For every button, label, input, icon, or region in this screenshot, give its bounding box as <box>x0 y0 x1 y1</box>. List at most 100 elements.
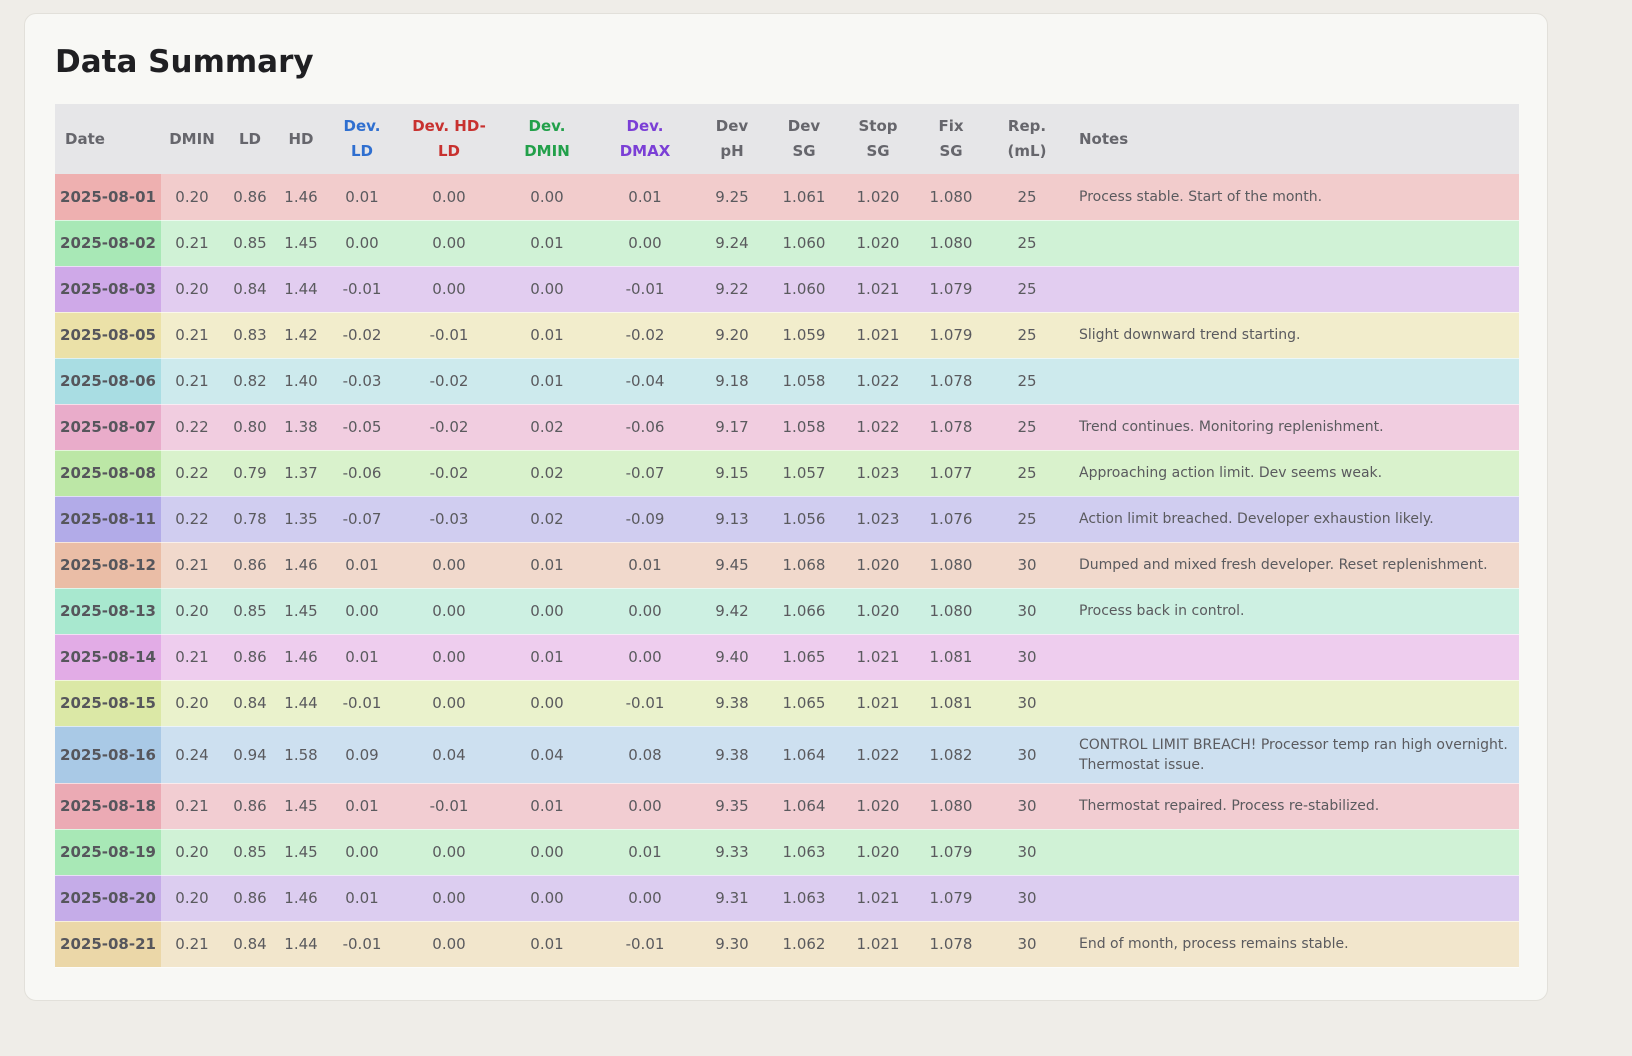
column-header: Rep. (mL) <box>985 104 1069 174</box>
value-cell: 0.04 <box>399 726 499 784</box>
header-line: pH <box>720 142 744 160</box>
table-body: 2025-08-01 0.20 0.86 1.46 0.01 0.00 0.00 0.01 9.… <box>55 174 1519 968</box>
value-cell: 1.068 <box>769 542 839 589</box>
date-cell: 2025-08-15 <box>55 680 161 727</box>
value-cell: 1.46 <box>277 542 325 589</box>
value-cell: 9.17 <box>695 404 769 451</box>
date-cell: 2025-08-18 <box>55 783 161 830</box>
value-cell: 0.04 <box>499 726 595 784</box>
value-cell: 1.077 <box>917 450 985 497</box>
value-cell: -0.06 <box>595 404 695 451</box>
value-cell: 1.056 <box>769 496 839 543</box>
value-cell: 1.020 <box>839 829 917 876</box>
notes-cell: Process back in control. <box>1069 588 1519 635</box>
value-cell: 0.01 <box>499 312 595 359</box>
header-line: LD <box>437 142 460 160</box>
value-cell: 1.45 <box>277 829 325 876</box>
notes-cell: Dumped and mixed fresh developer. Reset … <box>1069 542 1519 589</box>
value-cell: 0.84 <box>223 266 277 313</box>
value-cell: 1.057 <box>769 450 839 497</box>
value-cell: 0.00 <box>499 829 595 876</box>
value-cell: 0.01 <box>595 829 695 876</box>
value-cell: 0.02 <box>499 450 595 497</box>
value-cell: 25 <box>985 358 1069 405</box>
value-cell: 0.20 <box>161 588 223 635</box>
value-cell: 1.38 <box>277 404 325 451</box>
notes-cell: Trend continues. Monitoring replenishmen… <box>1069 404 1519 451</box>
value-cell: 0.21 <box>161 358 223 405</box>
header-line: SG <box>792 142 816 160</box>
value-cell: 0.00 <box>325 220 399 267</box>
value-cell: 0.86 <box>223 875 277 922</box>
value-cell: -0.02 <box>399 450 499 497</box>
value-cell: -0.01 <box>325 680 399 727</box>
value-cell: 0.01 <box>499 220 595 267</box>
value-cell: 1.40 <box>277 358 325 405</box>
value-cell: 0.01 <box>499 358 595 405</box>
value-cell: 1.082 <box>917 726 985 784</box>
value-cell: 1.080 <box>917 542 985 589</box>
value-cell: 0.00 <box>595 783 695 830</box>
value-cell: 9.15 <box>695 450 769 497</box>
value-cell: 0.02 <box>499 404 595 451</box>
value-cell: 0.00 <box>399 680 499 727</box>
value-cell: 0.20 <box>161 174 223 221</box>
value-cell: 1.065 <box>769 680 839 727</box>
value-cell: 0.02 <box>499 496 595 543</box>
value-cell: 1.081 <box>917 634 985 681</box>
value-cell: 25 <box>985 450 1069 497</box>
value-cell: 0.21 <box>161 783 223 830</box>
value-cell: 0.83 <box>223 312 277 359</box>
value-cell: -0.05 <box>325 404 399 451</box>
value-cell: -0.01 <box>399 312 499 359</box>
value-cell: 1.37 <box>277 450 325 497</box>
value-cell: 1.063 <box>769 829 839 876</box>
column-header: Notes <box>1069 104 1519 174</box>
column-header: Dev. HD- LD <box>399 104 499 174</box>
table-row: 2025-08-18 0.21 0.86 1.45 0.01 -0.01 0.01 0.00 9… <box>55 783 1519 830</box>
value-cell: 9.24 <box>695 220 769 267</box>
value-cell: 0.86 <box>223 634 277 681</box>
value-cell: 1.081 <box>917 680 985 727</box>
notes-cell: Thermostat repaired. Process re-stabiliz… <box>1069 783 1519 830</box>
value-cell: 0.00 <box>399 634 499 681</box>
notes-cell <box>1069 266 1519 313</box>
value-cell: 1.021 <box>839 680 917 727</box>
value-cell: 30 <box>985 588 1069 635</box>
value-cell: 1.021 <box>839 266 917 313</box>
notes-cell <box>1069 829 1519 876</box>
title: Data Summary <box>55 44 314 80</box>
value-cell: 0.01 <box>499 634 595 681</box>
value-cell: 1.066 <box>769 588 839 635</box>
value-cell: 1.063 <box>769 875 839 922</box>
table-row: 2025-08-16 0.24 0.94 1.58 0.09 0.04 0.04 0.08 9.… <box>55 726 1519 784</box>
value-cell: 1.078 <box>917 358 985 405</box>
notes-cell: Action limit breached. Developer exhaust… <box>1069 496 1519 543</box>
header-line: Fix <box>938 117 964 135</box>
value-cell: 0.21 <box>161 312 223 359</box>
header-line: (mL) <box>1007 142 1047 160</box>
value-cell: 1.023 <box>839 450 917 497</box>
date-cell: 2025-08-07 <box>55 404 161 451</box>
value-cell: 0.21 <box>161 634 223 681</box>
header-row: Date DMIN LD HD Dev. LD Dev. HD- LD Dev. DMIN Dev.… <box>55 104 1519 174</box>
notes-cell <box>1069 634 1519 681</box>
value-cell: 1.079 <box>917 829 985 876</box>
value-cell: 0.00 <box>595 220 695 267</box>
header-line: SG <box>939 142 963 160</box>
value-cell: 1.064 <box>769 783 839 830</box>
date-cell: 2025-08-20 <box>55 875 161 922</box>
value-cell: 9.31 <box>695 875 769 922</box>
value-cell: 0.20 <box>161 266 223 313</box>
value-cell: 25 <box>985 312 1069 359</box>
date-cell: 2025-08-16 <box>55 726 161 784</box>
column-header: Dev pH <box>695 104 769 174</box>
value-cell: 0.09 <box>325 726 399 784</box>
value-cell: 0.00 <box>499 588 595 635</box>
table-row: 2025-08-02 0.21 0.85 1.45 0.00 0.00 0.01 0.00 9.… <box>55 220 1519 267</box>
value-cell: 9.30 <box>695 921 769 968</box>
value-cell: 0.01 <box>325 174 399 221</box>
value-cell: 0.21 <box>161 220 223 267</box>
value-cell: -0.06 <box>325 450 399 497</box>
